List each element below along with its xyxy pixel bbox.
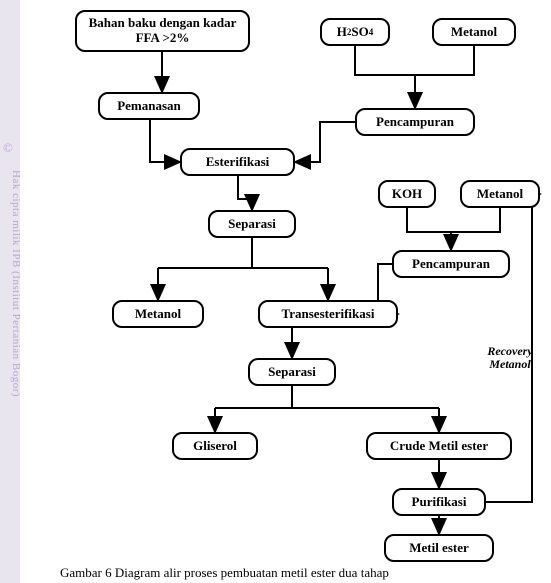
- label-recovery-metanol: Recovery Metanol: [480, 345, 540, 371]
- node-koh: KOH: [378, 180, 436, 208]
- node-metanol-output: Metanol: [112, 300, 204, 328]
- node-bahan-baku: Bahan baku dengan kadarFFA >2%: [75, 10, 250, 52]
- node-purifikasi: Purifikasi: [392, 488, 486, 516]
- watermark-copyright-icon: ©: [3, 140, 13, 156]
- node-pencampuran-1: Pencampuran: [355, 108, 475, 136]
- node-metanol-top: Metanol: [432, 18, 516, 46]
- node-metil-ester: Metil ester: [384, 534, 494, 562]
- node-transesterifikasi: Transesterifikasi: [258, 300, 398, 328]
- node-esterifikasi: Esterifikasi: [180, 148, 295, 176]
- node-h2so4: H2SO4: [320, 18, 390, 46]
- node-crude-metil-ester: Crude Metil ester: [366, 432, 512, 460]
- node-gliserol: Gliserol: [172, 432, 258, 460]
- figure-caption: Gambar 6 Diagram alir proses pembuatan m…: [60, 565, 389, 581]
- node-metanol-right: Metanol: [460, 180, 540, 208]
- node-separasi-2: Separasi: [248, 358, 336, 386]
- diagram-stage: © Hak cipta milik IPB (Institut Pertania…: [0, 0, 551, 583]
- watermark-text: Hak cipta milik IPB (Institut Pertanian …: [2, 170, 22, 550]
- node-separasi-1: Separasi: [208, 210, 296, 238]
- node-pemanasan: Pemanasan: [98, 92, 200, 120]
- node-pencampuran-2: Pencampuran: [392, 250, 510, 278]
